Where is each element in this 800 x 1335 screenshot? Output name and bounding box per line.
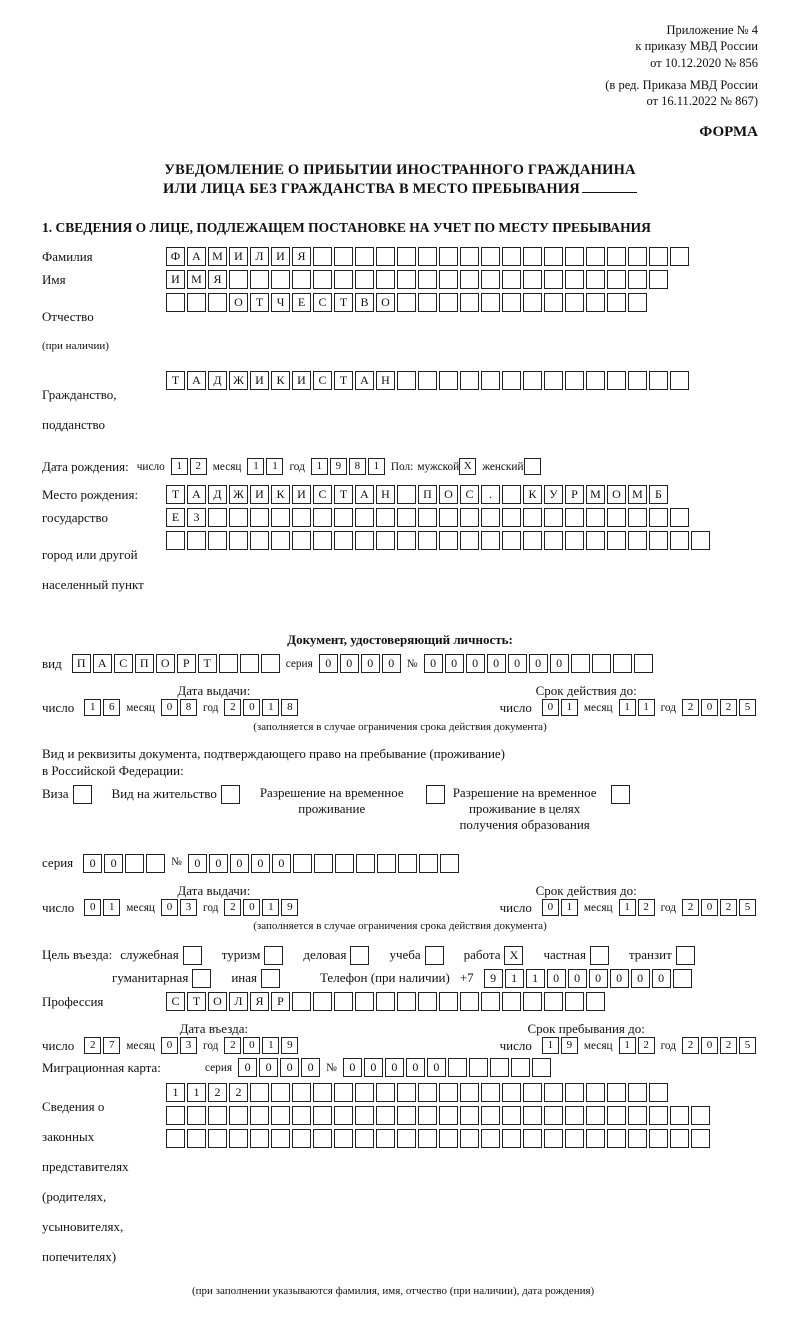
female-checkbox[interactable]: [524, 458, 541, 475]
appendix-text: Приложение № 4: [42, 22, 758, 38]
birth-place-row3[interactable]: [166, 531, 712, 550]
surname-label: Фамилия: [42, 247, 160, 265]
birth-year-caption: год: [289, 459, 304, 474]
document-title: УВЕДОМЛЕНИЕ О ПРИБЫТИИ ИНОСТРАННОГО ГРАЖ…: [42, 161, 758, 200]
patronymic-boxes[interactable]: О Т Ч Е С Т В О: [166, 293, 649, 312]
name-label: Имя: [42, 270, 160, 288]
location-blank[interactable]: [582, 192, 637, 193]
birth-place-label: Место рождения:: [42, 485, 160, 503]
profession-label: Профессия: [42, 992, 160, 1010]
document-page: Приложение № 4 к приказу МВД России от 1…: [0, 0, 800, 1335]
surname-boxes[interactable]: Ф А М И Л И Я: [166, 247, 691, 266]
series-label: серия: [286, 656, 313, 671]
legal-reps-row3[interactable]: [166, 1129, 712, 1148]
patronymic-field[interactable]: Отчество (при наличии) О Т Ч Е С Т В О: [42, 293, 758, 367]
city-label: город или другой населенный пункт: [42, 531, 160, 608]
stay-doc-checked-box[interactable]: [611, 785, 630, 804]
issue-date-caption: Дата выдачи:: [42, 683, 386, 699]
entry-date-caption: Дата въезда:: [42, 1021, 386, 1037]
entry-purpose-row1[interactable]: Цель въезда: служебная туризм деловая уч…: [42, 946, 758, 967]
legal-reps-label: Сведения о законных представителях (роди…: [42, 1083, 160, 1279]
migration-card-label: Мигрaционная карта:: [42, 1059, 177, 1076]
birth-date-label: Дата рождения:: [42, 458, 133, 475]
amendment-line2-text: от 16.11.2022 № 867): [42, 93, 758, 109]
number-label: №: [407, 656, 418, 671]
entry-purpose-label: Цель въезда:: [42, 946, 116, 963]
phone-prefix: +7: [454, 969, 478, 986]
surname-field[interactable]: Фамилия Ф А М И Л И Я: [42, 247, 758, 266]
identity-doc-title: Документ, удостоверяющий личность:: [42, 632, 758, 648]
order-ref-text: к приказу МВД России: [42, 38, 758, 54]
male-checkbox[interactable]: X: [459, 458, 476, 475]
name-field[interactable]: Имя И М Я: [42, 270, 758, 289]
expiry-note: (заполняется в случае ограничения срока …: [42, 721, 758, 735]
stay-doc-intro: Вид и реквизиты документа, подтверждающе…: [42, 746, 758, 779]
citizenship-label: Гражданство, подданство: [42, 371, 160, 448]
stay-period-caption: Срок пребывания до:: [414, 1021, 758, 1037]
stay-doc-options[interactable]: Виза Вид на жительство Разрешение на вре…: [42, 785, 758, 836]
citizenship-field[interactable]: Гражданство, подданство Т А Д Ж И К И С …: [42, 371, 758, 448]
type-label: вид: [42, 655, 66, 672]
male-label: мужской: [417, 459, 459, 474]
state-label: государство: [42, 508, 160, 526]
birth-month-caption: месяц: [213, 459, 242, 474]
name-boxes[interactable]: И М Я: [166, 270, 670, 289]
legal-reps-row2[interactable]: [166, 1106, 712, 1125]
entry-purpose-row2[interactable]: гуманитарная иная Телефон (при наличии) …: [42, 969, 758, 990]
work-purpose-checkbox[interactable]: X: [504, 946, 523, 965]
expiry-caption: Срок действия до:: [414, 683, 758, 699]
legal-reps-field[interactable]: Сведения о законных представителях (роди…: [42, 1083, 758, 1279]
order-date-text: от 10.12.2020 № 856: [42, 55, 758, 71]
female-label: женский: [482, 459, 523, 474]
form-label: ФОРМА: [42, 123, 758, 143]
identity-date-field[interactable]: Дата выдачи: число 16 месяц 08 год 20 18…: [42, 699, 758, 716]
legal-reps-note: (при заполнении указываются фамилия, имя…: [42, 1285, 758, 1299]
phone-label: Телефон (при наличии): [320, 969, 454, 986]
citizenship-boxes[interactable]: Т А Д Ж И К И С Т А Н: [166, 371, 691, 390]
amendment-line1-text: (в ред. Приказа МВД России: [42, 77, 758, 93]
birth-day-caption: число: [137, 459, 165, 474]
birth-date-field[interactable]: Дата рождения: число 1 2 месяц 1 1 год 1…: [42, 458, 758, 475]
gender-caption: Пол:: [391, 459, 413, 474]
header-block: Приложение № 4 к приказу МВД России от 1…: [42, 22, 758, 143]
patronymic-label: Отчество (при наличии): [42, 293, 160, 367]
section1-title: 1. СВЕДЕНИЯ О ЛИЦЕ, ПОДЛЕЖАЩЕМ ПОСТАНОВК…: [42, 220, 758, 237]
